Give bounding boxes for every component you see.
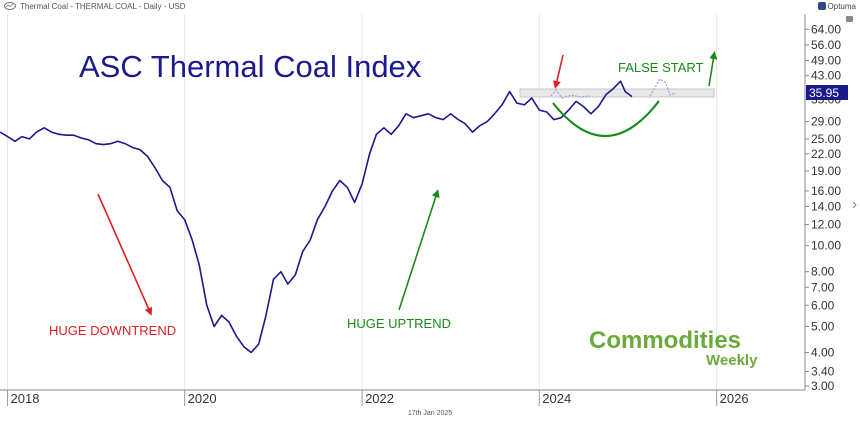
y-tick-label-10: 16.00 [811, 184, 841, 198]
lock-icon[interactable] [846, 16, 853, 22]
brand-logo: Optuma [817, 1, 856, 11]
watermark-commodities: Commodities [589, 327, 741, 354]
y-tick-label-2: 4.00 [811, 346, 835, 360]
uptrend-arrow [398, 189, 440, 311]
y-tick-label-11: 19.00 [811, 164, 841, 178]
annotation-downtrend: HUGE DOWNTREND [49, 323, 176, 338]
last-value-label: 35.95 [809, 86, 839, 100]
y-tick-label-6: 8.00 [811, 265, 835, 279]
last-value-tag [806, 85, 848, 100]
y-tick-label-12: 22.00 [811, 147, 841, 161]
y-tick-label-0: 3.00 [811, 379, 835, 393]
y-tick-label-9: 14.00 [811, 199, 841, 213]
brand-name: Optuma [827, 1, 856, 11]
y-tick-label-16: 43.00 [811, 69, 841, 83]
cup-pattern-arc [552, 100, 660, 137]
y-tick-label-7: 10.00 [811, 239, 841, 253]
x-axis-ticks: 2018 2020 2022 2024 2026 [7, 390, 749, 406]
y-tick-label-14: 29.00 [811, 115, 841, 129]
false-start-red-arrow [553, 54, 564, 89]
x-tick-label-0: 2018 [11, 391, 40, 406]
y-tick-label-1: 3.40 [811, 364, 835, 378]
annotation-uptrend: HUGE UPTREND [347, 316, 451, 331]
false-start-green-arrow [708, 51, 718, 87]
chart-source-icon [4, 2, 16, 10]
y-axis-ticks: 3.003.40 4.00 5.00 6.00 7.008.00 10.00 12.00 14… [805, 22, 841, 393]
y-tick-label-17: 49.00 [811, 53, 841, 67]
footer-date: 17th Jan 2025 [407, 410, 453, 417]
y-tick-label-13: 25.00 [811, 132, 841, 146]
y-tick-label-8: 12.00 [811, 217, 841, 231]
x-tick-label-1: 2020 [188, 391, 217, 406]
y-tick-label-4: 6.00 [811, 298, 835, 312]
x-tick-label-2: 2022 [365, 391, 394, 406]
chart-title: ASC Thermal Coal Index [79, 49, 422, 84]
downtrend-arrow [97, 193, 153, 316]
grid [7, 14, 718, 390]
y-tick-label-19: 64.00 [811, 22, 841, 36]
resistance-zone-box [519, 88, 715, 98]
y-tick-label-3: 5.00 [811, 320, 835, 334]
price-line-series [0, 80, 633, 354]
x-tick-label-3: 2024 [542, 391, 571, 406]
watermark-weekly: Weekly [706, 352, 758, 369]
scroll-right-icon[interactable] [852, 201, 857, 209]
optuma-logo-icon [817, 2, 826, 10]
x-tick-label-4: 2026 [720, 391, 749, 406]
y-tick-label-5: 7.00 [811, 280, 835, 294]
chart-source-label: Thermal Coal - THERMAL COAL - Daily - US… [20, 2, 186, 11]
y-tick-label-18: 56.00 [811, 38, 841, 52]
annotation-false-start: FALSE START [618, 60, 704, 75]
